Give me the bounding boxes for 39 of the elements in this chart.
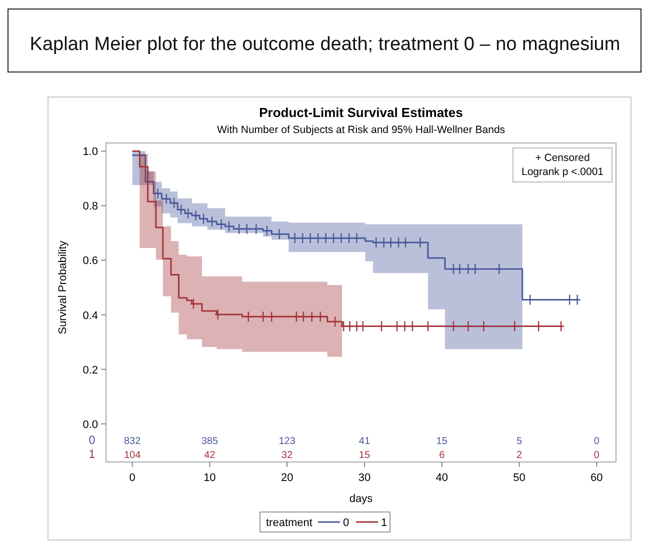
- annotation: 42: [204, 450, 216, 461]
- annotation: 832: [124, 436, 142, 447]
- legend-title: treatment: [266, 517, 312, 529]
- x-axis-title: days: [349, 493, 374, 505]
- text: 1: [88, 447, 96, 461]
- annotation: 385: [201, 436, 218, 447]
- x-tick-label: 60: [590, 472, 603, 484]
- y-tick-label: 0.0: [82, 418, 98, 431]
- y-tick-label: 0.6: [82, 255, 98, 268]
- annotation: + Censored: [535, 152, 590, 164]
- text: 0: [88, 433, 96, 447]
- y-tick-label: 1.0: [82, 146, 98, 158]
- x-tick-label: 20: [280, 472, 294, 484]
- annotation: 0: [594, 450, 600, 461]
- y-tick-label: 0.8: [82, 200, 98, 213]
- y-tick-label: 0.2: [82, 364, 98, 376]
- chart-subtitle: With Number of Subjects at Risk and 95% Hall-Wellner Bands: [216, 124, 506, 136]
- x-tick-label: 40: [436, 472, 448, 484]
- x-tick-label: 0: [129, 472, 136, 484]
- x-tick-label: 50: [513, 472, 526, 484]
- annotation: 5: [516, 436, 522, 447]
- annotation: 123: [278, 436, 296, 447]
- annotation: 2: [516, 450, 522, 461]
- annotation: 32: [282, 450, 294, 461]
- chart-title: Product-Limit Survival Estimates: [259, 105, 463, 120]
- annotation: 15: [358, 450, 370, 461]
- y-axis-title: Survival Probability: [57, 240, 69, 334]
- x-tick-label: 30: [358, 472, 371, 484]
- annotation: Logrank p <.0001: [521, 166, 604, 178]
- legend-label: 1: [381, 517, 388, 529]
- annotation: 41: [358, 436, 370, 447]
- x-tick-label: 10: [204, 472, 216, 484]
- y-tick-label: 0.4: [82, 310, 98, 322]
- annotation: 15: [436, 436, 448, 447]
- legend-label: 0: [343, 517, 350, 529]
- annotation: 6: [439, 450, 446, 461]
- text: Kaplan Meier plot for the outcome death; treatment 0 – no magnesium: [30, 34, 620, 55]
- annotation: 104: [124, 450, 142, 461]
- annotation: 0: [594, 436, 600, 447]
